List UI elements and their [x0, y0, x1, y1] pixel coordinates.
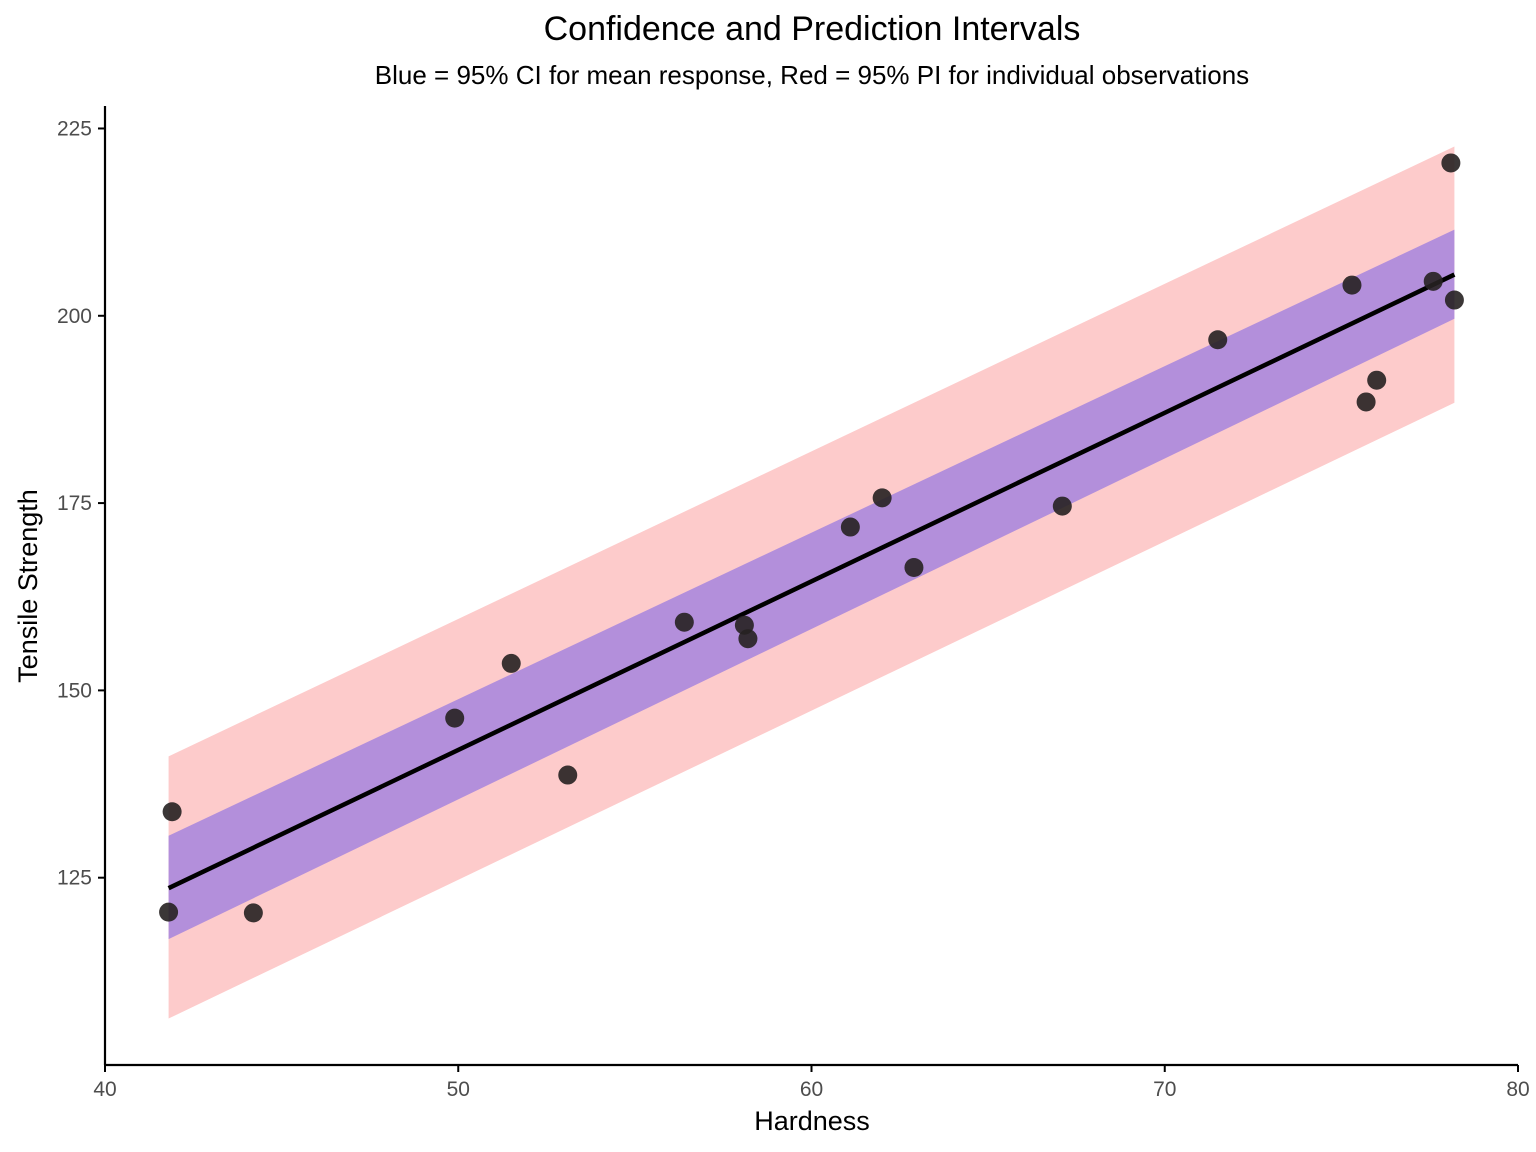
data-point [159, 902, 179, 922]
y-axis-title: Tensile Strength [13, 489, 43, 683]
data-point [558, 765, 578, 785]
x-tick-label: 40 [93, 1078, 116, 1101]
regression-fit-line [167, 272, 1456, 891]
data-point [840, 517, 860, 537]
y-tick-label: 175 [57, 492, 92, 515]
x-tick-label: 80 [1506, 1078, 1529, 1101]
data-point [243, 903, 263, 923]
x-tick-label: 60 [800, 1078, 823, 1101]
y-tick-label: 125 [57, 867, 92, 890]
data-point [904, 558, 924, 578]
chart-title: Confidence and Prediction Intervals [544, 10, 1081, 48]
axes: 125 150 175 200 225 40 50 60 70 80 [57, 106, 1530, 1101]
y-tick-label: 200 [57, 305, 92, 328]
y-tick-label: 150 [57, 679, 92, 702]
data-point [738, 629, 758, 649]
y-tick-label: 225 [57, 117, 92, 140]
data-point [445, 708, 465, 728]
fit-line-group [167, 272, 1456, 891]
chart-subtitle: Blue = 95% CI for mean response, Red = 9… [375, 60, 1249, 90]
x-tick-label: 50 [447, 1078, 470, 1101]
data-point [1208, 330, 1228, 350]
data-point [1052, 496, 1072, 516]
x-tick-label: 70 [1153, 1078, 1176, 1101]
data-point [1342, 275, 1362, 295]
x-axis-title: Hardness [754, 1106, 870, 1136]
data-point [1444, 290, 1464, 310]
data-point [872, 488, 892, 508]
data-point [1356, 392, 1376, 412]
data-point [1367, 370, 1387, 390]
data-points [159, 153, 1464, 923]
data-point [501, 653, 521, 673]
data-point [1423, 271, 1443, 291]
data-point [162, 802, 182, 822]
data-point [1441, 153, 1461, 173]
confidence-interval-band [168, 229, 1455, 940]
data-point [674, 612, 694, 632]
